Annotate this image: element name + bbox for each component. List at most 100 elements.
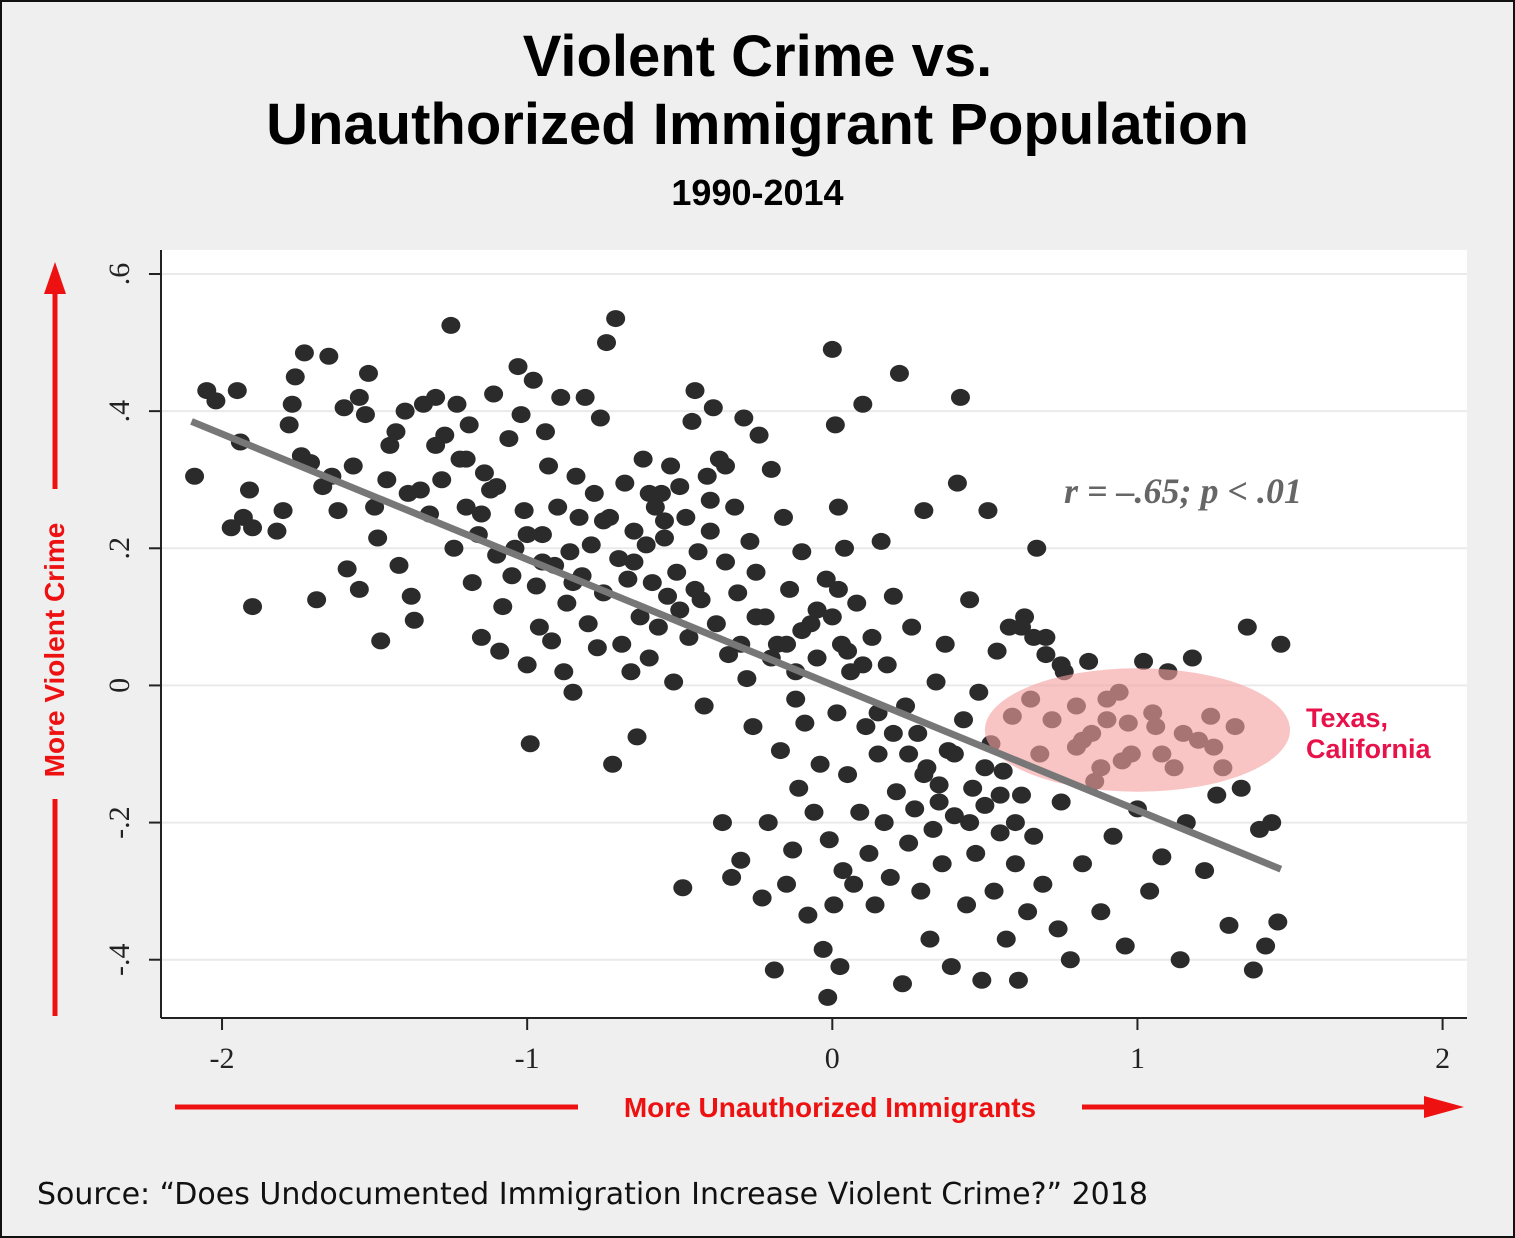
data-point <box>395 402 415 420</box>
data-point <box>227 382 247 400</box>
data-point <box>1079 652 1099 670</box>
data-point <box>349 388 369 406</box>
axes: -.4 -.2 0 .2 .4 .6 -2 -1 0 1 2 <box>103 250 1467 1075</box>
data-point <box>664 673 684 691</box>
x-tick-label: -1 <box>515 1042 540 1075</box>
data-point <box>426 388 446 406</box>
data-point <box>499 430 519 448</box>
data-point <box>749 426 769 444</box>
data-point <box>706 615 726 633</box>
data-point <box>1024 628 1044 646</box>
data-point <box>1073 855 1093 873</box>
data-point <box>1048 920 1068 938</box>
data-point <box>456 498 476 516</box>
data-point <box>502 567 522 585</box>
data-point <box>511 406 531 424</box>
data-point <box>963 779 983 797</box>
data-point <box>1091 903 1111 921</box>
data-point <box>471 505 491 523</box>
data-point <box>743 718 763 736</box>
data-point <box>813 940 833 958</box>
data-point <box>548 498 568 516</box>
data-point <box>923 820 943 838</box>
data-point <box>731 851 751 869</box>
y-tick-label: .6 <box>103 263 136 286</box>
data-point <box>487 478 507 496</box>
data-point <box>833 862 853 880</box>
data-point <box>557 594 577 612</box>
data-point <box>554 663 574 681</box>
data-point <box>880 868 900 886</box>
data-point <box>847 594 867 612</box>
data-point <box>377 471 397 489</box>
data-point <box>807 601 827 619</box>
data-point <box>639 484 659 502</box>
data-point <box>792 622 812 640</box>
data-point <box>1237 618 1257 636</box>
data-point <box>532 526 552 544</box>
data-point <box>581 536 601 554</box>
data-point <box>1207 786 1227 804</box>
data-point <box>621 663 641 681</box>
data-point <box>838 766 858 784</box>
data-point <box>679 628 699 646</box>
data-point <box>859 844 879 862</box>
data-point <box>941 958 961 976</box>
chart-title-line-2: Unauthorized Immigrant Population <box>266 92 1249 157</box>
data-point <box>539 457 559 475</box>
data-point <box>700 491 720 509</box>
data-point <box>673 879 693 897</box>
data-point <box>1134 652 1154 670</box>
data-point <box>1268 913 1288 931</box>
data-point <box>526 577 546 595</box>
data-point <box>944 745 964 763</box>
data-point <box>975 759 995 777</box>
data-point <box>514 502 534 520</box>
data-point <box>786 690 806 708</box>
data-point <box>1060 951 1080 969</box>
data-point <box>1018 903 1038 921</box>
data-point <box>520 735 540 753</box>
data-point <box>685 580 705 598</box>
data-point <box>355 406 375 424</box>
data-point <box>654 512 674 530</box>
highlight-region <box>984 668 1291 792</box>
data-point <box>902 618 922 636</box>
data-point <box>239 481 259 499</box>
regression-line <box>190 418 1283 873</box>
data-point <box>624 553 644 571</box>
data-point <box>456 450 476 468</box>
data-point <box>993 762 1013 780</box>
plot-area <box>161 250 1467 1018</box>
data-point <box>764 961 784 979</box>
data-point <box>944 807 964 825</box>
data-point <box>206 392 226 410</box>
data-point <box>960 814 980 832</box>
data-point <box>889 364 909 382</box>
data-point <box>954 711 974 729</box>
data-point <box>603 755 623 773</box>
data-point <box>1051 656 1071 674</box>
data-point <box>319 347 339 365</box>
data-point <box>1256 937 1276 955</box>
data-point <box>734 409 754 427</box>
data-point <box>462 574 482 592</box>
data-point <box>636 536 656 554</box>
data-point <box>551 388 571 406</box>
data-point <box>328 502 348 520</box>
data-point <box>279 416 299 434</box>
data-point <box>816 570 836 588</box>
data-point <box>1195 862 1215 880</box>
data-point <box>818 988 838 1006</box>
data-point <box>770 742 790 760</box>
data-point <box>282 395 302 413</box>
data-point <box>1243 961 1263 979</box>
data-point <box>508 358 528 376</box>
data-point <box>853 656 873 674</box>
data-point <box>639 649 659 667</box>
data-point <box>368 529 388 547</box>
data-point <box>337 560 357 578</box>
data-point <box>688 543 708 561</box>
data-point <box>914 502 934 520</box>
data-point <box>529 618 549 636</box>
